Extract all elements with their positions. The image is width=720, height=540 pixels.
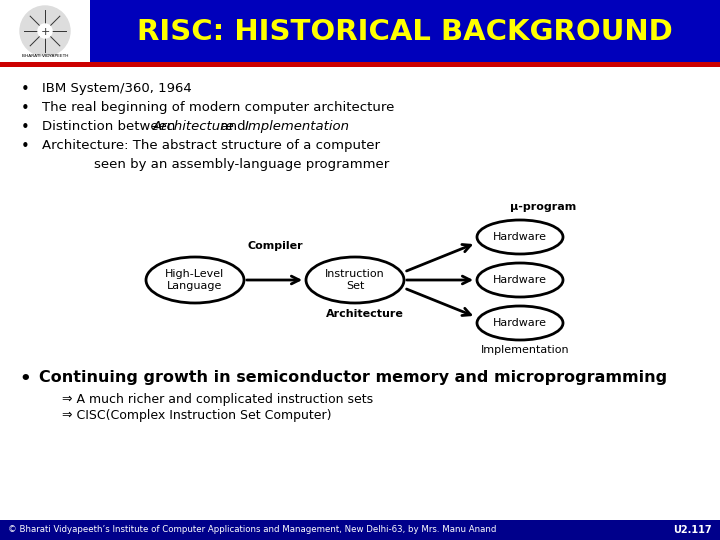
Text: Hardware: Hardware xyxy=(493,275,547,285)
Text: © Bharati Vidyapeeth’s Institute of Computer Applications and Management, New De: © Bharati Vidyapeeth’s Institute of Comp… xyxy=(8,525,496,535)
Text: Hardware: Hardware xyxy=(493,232,547,242)
Text: The real beginning of modern computer architecture: The real beginning of modern computer ar… xyxy=(42,101,395,114)
Text: ⇒ CISC(Complex Instruction Set Computer): ⇒ CISC(Complex Instruction Set Computer) xyxy=(62,409,331,422)
Circle shape xyxy=(20,6,70,56)
Text: High-Level
Language: High-Level Language xyxy=(166,269,225,291)
Text: •: • xyxy=(21,82,30,97)
Ellipse shape xyxy=(477,306,563,340)
Circle shape xyxy=(38,24,52,38)
Text: •: • xyxy=(21,120,30,135)
Text: U2.117: U2.117 xyxy=(673,525,712,535)
Text: Implementation: Implementation xyxy=(245,120,350,133)
Text: •: • xyxy=(21,101,30,116)
Text: μ-program: μ-program xyxy=(510,202,576,212)
Ellipse shape xyxy=(306,257,404,303)
Text: seen by an assembly-language programmer: seen by an assembly-language programmer xyxy=(94,158,390,171)
Text: Continuing growth in semiconductor memory and microprogramming: Continuing growth in semiconductor memor… xyxy=(39,370,667,385)
Text: and: and xyxy=(212,120,250,133)
Text: +: + xyxy=(40,27,50,37)
Text: Architecture: The abstract structure of a computer: Architecture: The abstract structure of … xyxy=(42,139,380,152)
Text: •: • xyxy=(19,370,31,388)
Text: Instruction
Set: Instruction Set xyxy=(325,269,385,291)
Text: Implementation: Implementation xyxy=(481,345,570,355)
Ellipse shape xyxy=(477,263,563,297)
Ellipse shape xyxy=(477,220,563,254)
FancyBboxPatch shape xyxy=(0,62,720,67)
Ellipse shape xyxy=(146,257,244,303)
FancyBboxPatch shape xyxy=(0,0,90,62)
Text: •: • xyxy=(21,139,30,154)
Text: Hardware: Hardware xyxy=(493,318,547,328)
Text: ⇒ A much richer and complicated instruction sets: ⇒ A much richer and complicated instruct… xyxy=(62,393,373,406)
Text: IBM System/360, 1964: IBM System/360, 1964 xyxy=(42,82,192,95)
Text: Architecture: Architecture xyxy=(326,309,404,319)
FancyBboxPatch shape xyxy=(0,520,720,540)
Text: Distinction between: Distinction between xyxy=(42,120,179,133)
Text: Architecture: Architecture xyxy=(153,120,235,133)
FancyBboxPatch shape xyxy=(0,0,720,62)
Text: RISC: HISTORICAL BACKGROUND: RISC: HISTORICAL BACKGROUND xyxy=(137,18,673,46)
Text: Compiler: Compiler xyxy=(247,241,303,251)
Text: BHARATI VIDYAPEETH: BHARATI VIDYAPEETH xyxy=(22,54,68,58)
